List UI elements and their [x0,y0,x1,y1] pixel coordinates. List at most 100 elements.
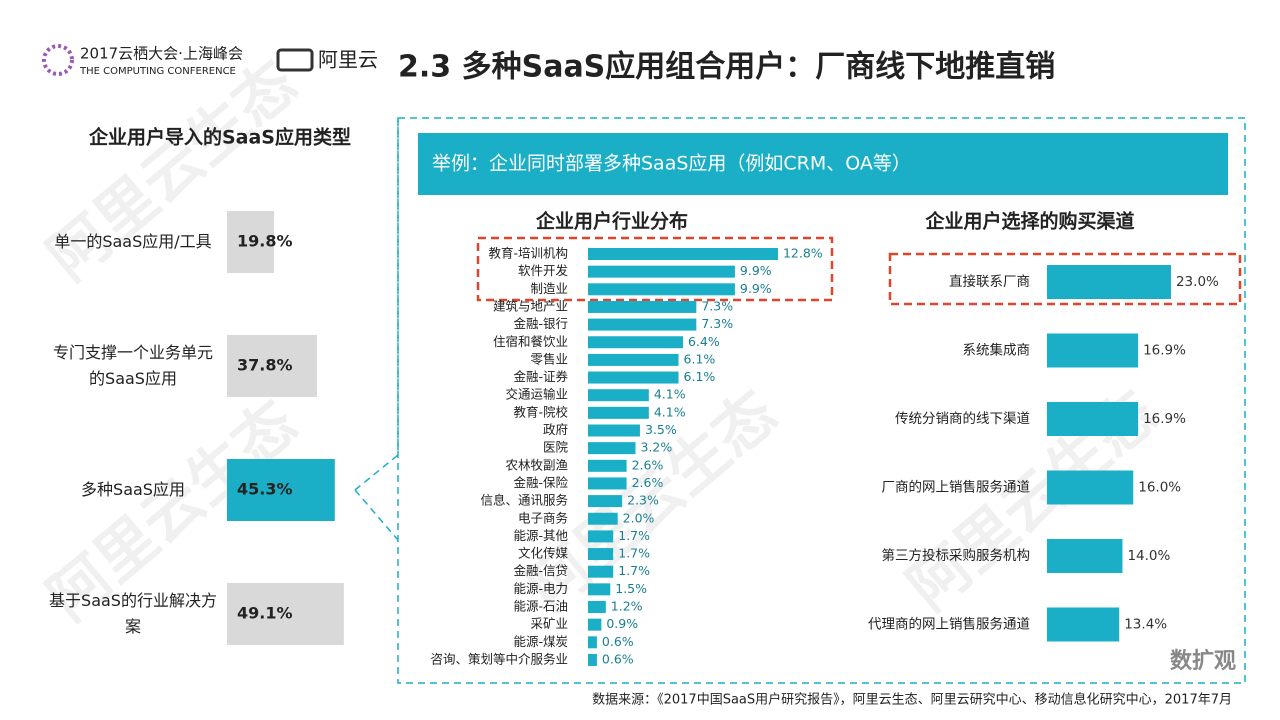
chart-title: 企业用户导入的SaaS应用类型 [88,126,351,149]
category-label: 基于SaaS的行业解决方案 [49,591,217,636]
footer-logo: 数扩观 [1170,648,1236,674]
value-label: 37.8% [237,356,293,375]
value-label: 9.9% [740,281,772,296]
connector [354,118,399,491]
value-label: 2.0% [623,510,655,525]
bar [227,211,275,273]
category-label: 单一的SaaS应用/工具 [54,232,212,251]
value-label: 1.5% [615,581,647,596]
category-label: 医院 [543,440,569,455]
category-label: 软件开发 [518,263,569,278]
value-label: 3.2% [640,440,672,455]
bar [588,424,640,437]
value-label: 14.0% [1127,548,1170,564]
bar [227,459,335,521]
category-label: 建筑与地产业 [493,298,568,313]
bar [588,636,597,649]
bar [1047,402,1139,436]
bar [588,371,679,384]
bar [588,265,735,278]
value-label: 1.7% [618,528,650,543]
bar [588,389,649,402]
category-label: 厂商的网上销售服务通道 [882,480,1031,496]
category-label: 多种SaaS应用 [81,480,185,499]
value-label: 9.9% [740,263,772,278]
category-label: 能源-电力 [513,581,568,596]
conference-logo [42,44,74,76]
value-label: 2.6% [632,457,664,472]
bar [1047,539,1123,573]
bar [227,335,317,397]
highlight-box [476,236,834,302]
value-label: 2.3% [627,493,659,508]
category-label: 专门支撑一个业务单元的SaaS应用 [52,343,213,388]
value-label: 1.7% [618,563,650,578]
bar [588,618,602,631]
category-label: 金融-银行 [513,316,568,331]
value-label: 0.9% [606,616,638,631]
conference-name: 2017云栖大会·上海峰会 [80,45,243,63]
source-note: 数据来源：《2017中国SaaS用户研究报告》，阿里云生态、阿里云研究中心、移动… [592,692,1232,708]
bar [588,495,623,508]
category-label: 系统集成商 [963,343,1031,359]
category-label: 能源-石油 [513,599,568,614]
bar [588,601,606,613]
value-label: 2.6% [632,475,664,490]
value-label: 0.6% [602,634,634,649]
bar [588,653,597,666]
value-label: 7.3% [701,298,733,313]
bar [588,442,636,455]
category-label: 文化传媒 [518,546,569,561]
category-label: 直接联系厂商 [949,273,1030,290]
bar [588,406,649,419]
bar [588,565,614,578]
category-label: 能源-煤炭 [513,634,568,649]
category-label: 住宿和餐饮业 [493,334,568,349]
category-label: 教育-院校 [513,404,568,419]
bar [588,512,618,525]
bar [588,459,627,472]
category-label: 交通运输业 [505,387,568,402]
bar [588,318,697,331]
banner [418,133,1228,195]
category-label: 能源-其他 [513,528,568,543]
category-label: 金融-信贷 [513,563,568,578]
detail-frame [397,117,1246,684]
value-label: 12.8% [783,246,823,261]
value-label: 16.9% [1143,411,1186,427]
banner-text: 举例：企业同时部署多种SaaS应用（例如CRM、OA等） [432,153,911,175]
category-label: 信息、通讯服务 [480,493,568,508]
value-label: 1.7% [618,546,650,561]
category-label: 金融-保险 [513,475,568,490]
value-label: 23.0% [1176,274,1219,290]
category-label: 金融-证券 [513,369,568,384]
chart-title: 企业用户选择的购买渠道 [924,210,1134,233]
bar [227,583,344,645]
bar [588,283,735,296]
bar [588,353,679,366]
bar [1047,470,1134,505]
value-label: 0.6% [602,651,634,666]
value-label: 45.3% [237,480,293,499]
value-label: 16.9% [1143,343,1186,359]
bar [588,248,778,260]
value-label: 4.1% [654,387,686,402]
bar [588,300,697,313]
category-label: 第三方投标采购服务机构 [882,547,1031,564]
value-label: 1.2% [611,599,643,614]
bar [588,477,627,490]
value-label: 3.5% [645,422,677,437]
bar [1047,333,1139,368]
category-label: 零售业 [530,351,568,366]
chart-title: 企业用户行业分布 [535,210,688,233]
bar [1047,607,1120,642]
brand-name: 阿里云 [318,48,378,72]
category-label: 代理商的网上销售服务通道 [868,617,1030,633]
category-label: 制造业 [530,281,568,296]
category-label: 电子商务 [518,510,568,525]
value-label: 6.4% [688,334,720,349]
category-label: 教育-培训机构 [488,246,568,261]
highlight-box [888,252,1242,306]
